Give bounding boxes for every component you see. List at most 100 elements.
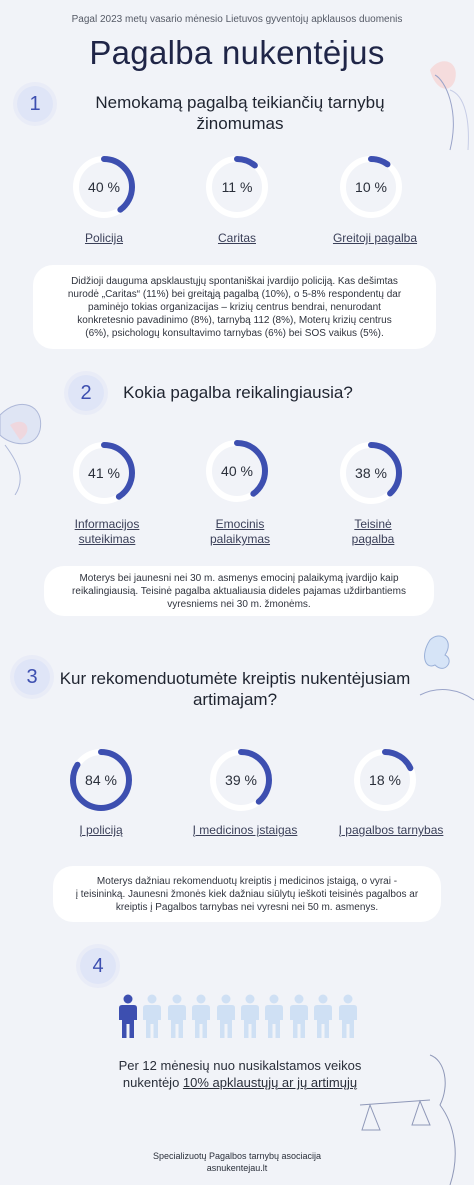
donut-caritas-chart bbox=[206, 156, 268, 218]
person-head bbox=[221, 994, 231, 1004]
person-icon bbox=[338, 994, 357, 1038]
person-icon bbox=[192, 994, 211, 1038]
page-title: Pagalba nukentėjus bbox=[89, 34, 385, 71]
section-4-text-line2: nukentėjo 10% apklaustųjų ar jų artimųjų bbox=[80, 1074, 400, 1091]
donut-emocinis-chart bbox=[206, 440, 268, 502]
label-line: pagalba bbox=[351, 532, 395, 546]
footer-website[interactable]: asnukentejau.lt bbox=[206, 1163, 268, 1173]
person-head bbox=[147, 994, 157, 1004]
person-body bbox=[143, 1005, 162, 1038]
note-1-line: Didžioji dauguma apskl­austųjų spontaniš… bbox=[71, 275, 398, 287]
label-line: palaikymas bbox=[209, 532, 271, 546]
person-body bbox=[192, 1005, 211, 1038]
section-2-heading: Kokia pagalba reikalingiausia? bbox=[123, 383, 353, 402]
label-informacijos-suteikimas[interactable]: Informacijos suteikimas bbox=[54, 517, 160, 547]
donut-tarnybos-chart bbox=[354, 749, 416, 811]
donut-policija-rek-chart bbox=[70, 749, 132, 811]
section-3-number: 3 bbox=[14, 659, 50, 695]
person-body bbox=[289, 1005, 308, 1038]
donut-emocinis-value: 40 % bbox=[221, 463, 253, 479]
section-4-number: 4 bbox=[80, 948, 116, 984]
label-emocinis-palaikymas[interactable]: Emocinis palaikymas bbox=[187, 517, 293, 547]
person-icon bbox=[119, 994, 137, 1038]
label-caritas[interactable]: Caritas bbox=[217, 231, 256, 245]
person-icon bbox=[143, 994, 162, 1038]
footer: Specializuotų Pagalbos tarnybų asociacij… bbox=[100, 1150, 374, 1174]
donut-arc bbox=[73, 442, 135, 504]
label-line: Teisinė bbox=[354, 517, 392, 531]
donut-policija-value: 40 % bbox=[88, 179, 120, 195]
donut-informacija-chart bbox=[73, 442, 135, 504]
donut-arc bbox=[206, 156, 268, 218]
section-2-note: Moterys bei jaunesni nei 30 m. asmenys e… bbox=[44, 566, 434, 616]
label-greitoji-pagalba[interactable]: Greitoji pagalba bbox=[332, 231, 418, 245]
person-icon bbox=[216, 994, 235, 1038]
note-1-line: nurodė „Caritas“ (11%) bei greitąją paga… bbox=[67, 288, 402, 300]
section-1-number: 1 bbox=[17, 86, 53, 122]
section-1-heading: Nemokamą pagalbą teikiančių tarnybų žino… bbox=[60, 92, 420, 134]
section-3-heading-line2: artimajam? bbox=[192, 690, 278, 709]
section-1-note: Didžioji dauguma apskl­austųjų spontaniš… bbox=[33, 265, 436, 349]
person-icon bbox=[265, 994, 284, 1038]
donut-policija: 40 % bbox=[71, 154, 137, 220]
section-3-heading-line1: Kur rekomenduotumėte kreiptis nukentėjus… bbox=[59, 669, 411, 688]
label-line: Emocinis bbox=[215, 517, 265, 531]
section-2-number: 2 bbox=[68, 375, 104, 411]
section-1-heading-line2: žinomumas bbox=[196, 114, 284, 133]
flower-decoration-icon bbox=[430, 61, 469, 151]
person-icon bbox=[314, 994, 333, 1038]
person-head bbox=[318, 994, 328, 1004]
flower-left-decoration-icon bbox=[0, 403, 42, 495]
donut-informacija: 41 % bbox=[71, 440, 137, 506]
person-body bbox=[216, 1005, 235, 1038]
section-1-heading-line1: Nemokamą pagalbą teikiančių tarnybų bbox=[95, 93, 385, 112]
note-2-line: Moterys bei jaunesni nei 30 m. asmenys e… bbox=[79, 572, 399, 584]
donut-tarnybos-value: 18 % bbox=[369, 772, 401, 788]
donut-policija-rek-value: 84 % bbox=[85, 772, 117, 788]
donut-policija-rek: 84 % bbox=[68, 747, 134, 813]
donut-policija-chart bbox=[73, 156, 135, 218]
label-i-pagalbos-tarnybas[interactable]: Į pagalbos tarnybas bbox=[338, 823, 444, 837]
person-head bbox=[245, 994, 255, 1004]
section-4-text-prefix: nukentėjo bbox=[122, 1075, 183, 1090]
donut-caritas: 11 % bbox=[204, 154, 270, 220]
people-pictogram-row bbox=[118, 994, 362, 1038]
donut-medicinos: 39 % bbox=[208, 747, 274, 813]
section-3-note: Moterys dažniau rekomenduotų kreiptis į … bbox=[53, 866, 441, 922]
donut-arc bbox=[354, 749, 416, 811]
donut-arc bbox=[206, 440, 268, 502]
donut-greitoji-chart bbox=[340, 156, 402, 218]
section-4-text-line1: Per 12 mėnesių nuo nusikalstamos veikos bbox=[118, 1058, 362, 1073]
donut-tarnybos: 18 % bbox=[352, 747, 418, 813]
donut-informacija-value: 41 % bbox=[88, 465, 120, 481]
person-head bbox=[269, 994, 279, 1004]
section-4-text: Per 12 mėnesių nuo nusikalstamos veikos … bbox=[80, 1057, 400, 1091]
donut-greitoji: 10 % bbox=[338, 154, 404, 220]
person-head bbox=[196, 994, 206, 1004]
note-3-line: į teisininką. Jaunesni žmonės kiek dažni… bbox=[75, 888, 419, 900]
donut-medicinos-value: 39 % bbox=[225, 772, 257, 788]
donut-teisine-value: 38 % bbox=[355, 465, 387, 481]
label-teisine-pagalba[interactable]: Teisinė pagalba bbox=[320, 517, 426, 547]
note-1-line: konkretesnio pavadinimo (8%), tarnybą 11… bbox=[77, 314, 392, 326]
label-line: Informacijos bbox=[74, 517, 140, 531]
person-head bbox=[343, 994, 353, 1004]
person-body bbox=[314, 1005, 333, 1038]
label-i-medicinos-istaigas[interactable]: Į medicinos įstaigas bbox=[192, 823, 298, 837]
donut-emocinis: 40 % bbox=[204, 438, 270, 504]
note-2-line: vyresniems nei 30 m. žmonėms. bbox=[167, 598, 311, 610]
donut-arc bbox=[70, 749, 132, 811]
person-icon bbox=[167, 994, 186, 1038]
person-head bbox=[294, 994, 304, 1004]
person-icon bbox=[289, 994, 308, 1038]
label-i-policija[interactable]: Į policiją bbox=[79, 823, 123, 837]
donut-greitoji-value: 10 % bbox=[355, 179, 387, 195]
footer-organization: Specializuotų Pagalbos tarnybų asociacij… bbox=[152, 1151, 322, 1161]
person-body bbox=[241, 1005, 259, 1038]
donut-arc bbox=[340, 156, 402, 218]
person-body bbox=[265, 1005, 284, 1038]
label-policija[interactable]: Policija bbox=[84, 231, 123, 245]
donut-caritas-value: 11 % bbox=[221, 179, 253, 195]
label-line: suteikimas bbox=[78, 532, 136, 546]
note-2-line: reikalingiausią. Teisinė pagalba aktuali… bbox=[72, 585, 406, 597]
